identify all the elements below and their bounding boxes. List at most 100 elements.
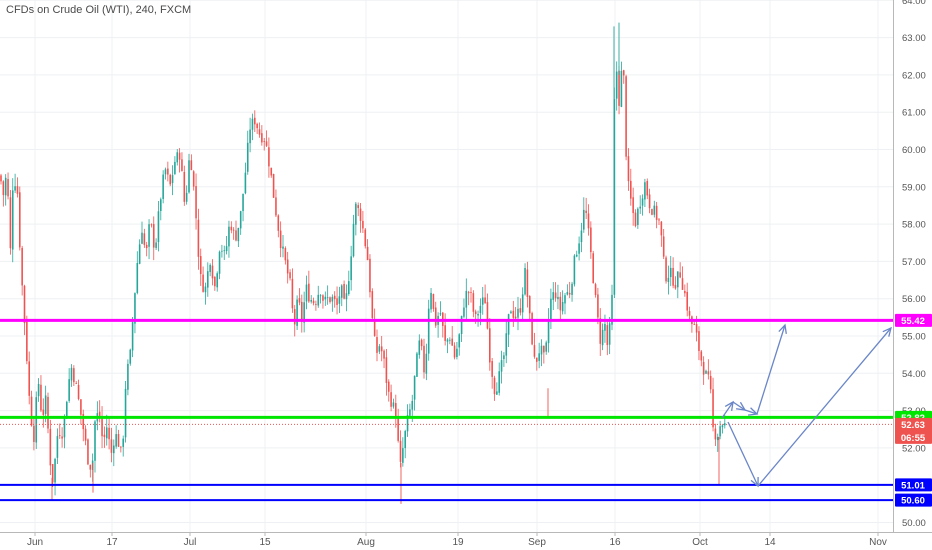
- candle: [716, 433, 719, 452]
- candle: [82, 409, 85, 442]
- candle: [601, 323, 604, 351]
- candle: [235, 220, 237, 242]
- candle: [263, 137, 265, 151]
- time-tick-label: Jun: [27, 537, 43, 548]
- horizontal-levels-layer[interactable]: [0, 318, 893, 502]
- candle: [202, 266, 204, 293]
- candle: [298, 288, 301, 306]
- candle: [122, 435, 124, 457]
- candle: [458, 333, 461, 356]
- candle: [376, 329, 378, 362]
- candle: [343, 280, 345, 300]
- candle: [40, 375, 42, 413]
- candle: [630, 168, 632, 206]
- candle: [75, 381, 77, 385]
- candle: [561, 290, 564, 315]
- candle: [127, 359, 129, 396]
- candle: [597, 287, 599, 325]
- candle: [665, 255, 667, 284]
- candle: [324, 291, 327, 306]
- price-tick-label: 60.00: [902, 145, 926, 156]
- candle: [430, 288, 432, 313]
- time-tick-label: 19: [452, 537, 464, 548]
- price-axis[interactable]: 50.0051.0052.0053.0054.0055.0056.0057.00…: [902, 0, 926, 529]
- chart-grid: [0, 0, 893, 532]
- candle: [162, 170, 164, 204]
- candle: [197, 208, 200, 270]
- candle: [470, 287, 472, 303]
- price-tick-label: 52.00: [902, 443, 926, 454]
- candle: [268, 137, 270, 178]
- time-axis[interactable]: Jun 17 Jul 15 Aug 19 Sep 16 Oct 14 Nov: [27, 532, 887, 548]
- projection-arrow[interactable]: [727, 421, 759, 488]
- candle: [481, 286, 484, 315]
- candle: [390, 384, 392, 412]
- last-price-tag: 52.63 06:55: [895, 417, 932, 444]
- candle: [326, 285, 329, 305]
- candle: [251, 113, 254, 141]
- price-tick-label: 62.00: [902, 70, 926, 81]
- candle: [301, 294, 303, 333]
- price-tick-label: 63.00: [902, 33, 926, 44]
- candle: [655, 201, 658, 229]
- candle: [305, 275, 308, 310]
- candle: [446, 338, 449, 354]
- candle: [340, 284, 343, 307]
- candle: [369, 254, 371, 298]
- candle: [500, 350, 503, 384]
- candle: [16, 177, 19, 198]
- candle: [688, 306, 691, 320]
- candle: [578, 236, 580, 261]
- candle: [538, 342, 540, 369]
- candle: [608, 317, 611, 355]
- candle: [503, 352, 505, 367]
- candle: [653, 200, 656, 218]
- candle: [28, 351, 30, 405]
- candle: [246, 130, 249, 175]
- candle: [681, 266, 684, 290]
- projection-arrow[interactable]: [732, 401, 747, 411]
- candle: [261, 125, 263, 146]
- candle: [568, 281, 571, 299]
- candle: [371, 288, 374, 320]
- candle: [221, 244, 223, 258]
- candle: [465, 278, 468, 320]
- projection-arrow[interactable]: [744, 407, 759, 416]
- candle: [80, 399, 82, 425]
- candle: [667, 265, 670, 295]
- candle: [134, 292, 136, 334]
- time-tick-label: Aug: [357, 537, 375, 548]
- candle: [416, 351, 418, 378]
- candle: [185, 185, 188, 205]
- time-tick-label: Sep: [528, 537, 546, 548]
- candle: [218, 250, 221, 280]
- candle: [714, 423, 717, 447]
- candle: [19, 186, 21, 251]
- projection-arrows[interactable]: [721, 323, 892, 488]
- candle: [169, 173, 171, 187]
- candle: [284, 246, 287, 265]
- candle: [23, 284, 26, 336]
- candle: [21, 245, 23, 296]
- candle: [0, 173, 2, 185]
- candle: [61, 427, 63, 448]
- candle: [698, 326, 700, 361]
- candle: [575, 250, 578, 258]
- candle: [256, 122, 258, 134]
- projection-arrow[interactable]: [721, 400, 734, 419]
- candle: [77, 379, 80, 401]
- price-tick-label: 64.00: [902, 0, 926, 7]
- candle: [660, 220, 663, 247]
- candle: [124, 380, 127, 443]
- candle: [362, 210, 364, 234]
- candle: [364, 228, 367, 249]
- candle: [289, 269, 291, 281]
- candle: [442, 311, 444, 338]
- candle: [350, 245, 352, 291]
- candle: [686, 282, 688, 317]
- time-tick-label: 15: [259, 537, 271, 548]
- projection-arrow[interactable]: [757, 326, 892, 487]
- candle: [237, 227, 240, 247]
- projection-arrow[interactable]: [756, 323, 787, 415]
